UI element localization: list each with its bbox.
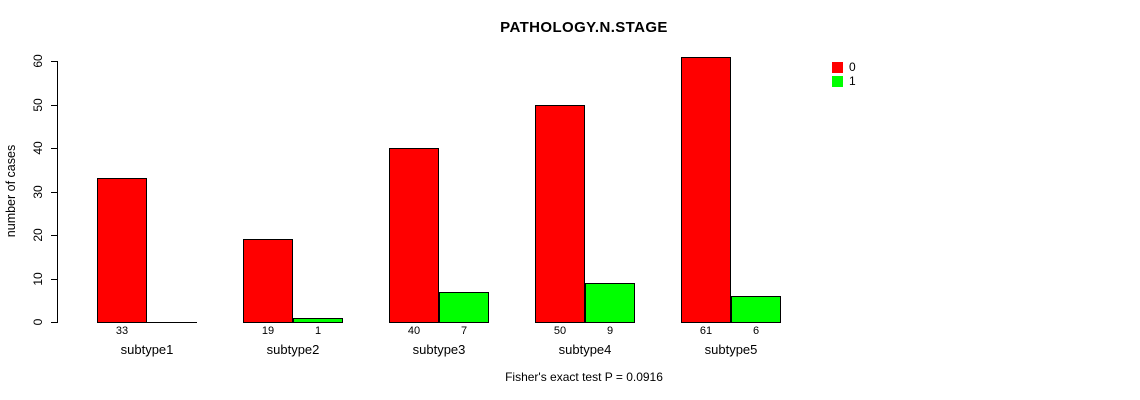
y-axis-tick [51,322,57,323]
bar-subtype2-series0 [243,239,293,323]
y-axis-tick-label: 0 [31,318,45,326]
bar-value-label: 9 [606,325,614,337]
bar-subtype4-series0 [535,104,585,323]
y-axis-tick [51,235,57,236]
category-label: subtype5 [704,342,758,357]
fisher-test-annotation: Fisher's exact test P = 0.0916 [505,370,663,384]
y-axis-tick-label: 20 [31,228,45,242]
bar-value-label: 7 [460,325,468,337]
chart-title: PATHOLOGY.N.STAGE [500,19,668,36]
bar-subtype5-series0 [681,56,731,323]
category-label: subtype4 [558,342,612,357]
category-label: subtype3 [412,342,466,357]
bar-subtype4-series1 [585,282,635,323]
bar-subtype3-series0 [389,148,439,323]
bar-value-label: 61 [699,325,713,337]
bar-value-label: 33 [115,325,129,337]
bar-subtype3-series1 [439,291,489,323]
bar-subtype5-series1 [731,295,781,323]
bar-value-label: 1 [314,325,322,337]
category-label: subtype2 [266,342,320,357]
bar-value-label: 19 [261,325,275,337]
legend-label: 1 [849,74,856,88]
legend-row: 0 [832,60,856,74]
category-label: subtype1 [120,342,174,357]
legend-swatch [832,76,843,87]
y-axis-tick-label: 50 [31,97,45,112]
y-axis-tick [51,148,57,149]
bar-value-label: 6 [752,325,760,337]
bar-value-label: 40 [407,325,421,337]
legend-swatch [832,62,843,73]
legend-row: 1 [832,74,856,88]
y-axis-tick [51,61,57,62]
legend-label: 0 [849,60,856,74]
y-axis-tick [51,104,57,106]
bar-subtype1-series0 [97,178,147,323]
y-axis-tick-label: 40 [31,141,45,155]
y-axis-line [57,61,58,323]
y-axis-tick [51,278,57,280]
y-axis-tick-label: 10 [31,271,45,286]
y-axis-tick-label: 30 [31,184,45,199]
bar-subtype2-series1 [293,317,343,323]
y-axis-tick-label: 60 [31,54,45,68]
bar-subtype1-series1 [147,322,197,323]
y-axis-tick [51,191,57,193]
bar-value-label: 50 [553,325,567,337]
